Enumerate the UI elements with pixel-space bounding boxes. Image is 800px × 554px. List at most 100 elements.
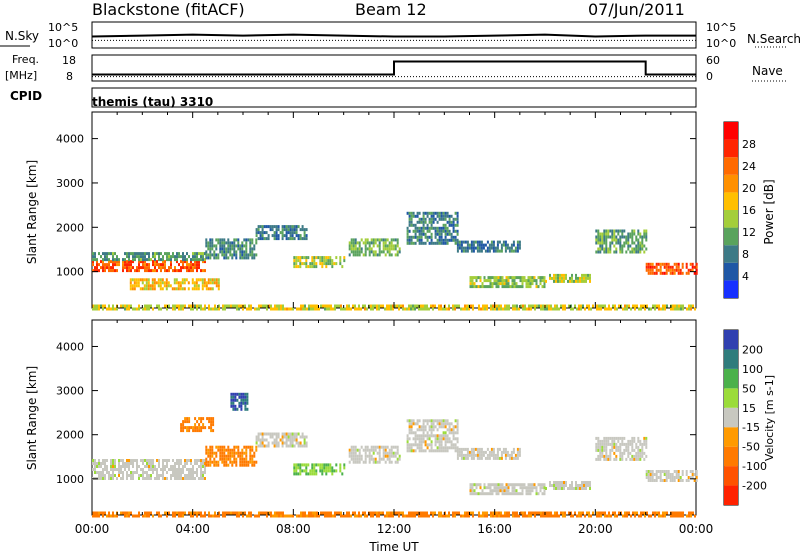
cell-0 (146, 462, 148, 465)
cell-12 (234, 304, 236, 308)
cell-6 (416, 211, 419, 215)
cell-12 (398, 304, 400, 308)
cell-1 (164, 252, 166, 256)
cell-10 (669, 476, 672, 479)
cell-10 (645, 238, 648, 242)
cell-6 (418, 229, 421, 233)
cell-0 (200, 269, 202, 273)
cell-11 (430, 511, 432, 515)
cell-1 (245, 445, 248, 449)
cell-4 (372, 448, 375, 452)
cell-9 (559, 273, 561, 277)
cell-1 (142, 255, 144, 259)
cell-2 (303, 441, 306, 445)
cell-0 (150, 269, 152, 273)
cell-12 (346, 304, 348, 308)
cell-0 (190, 462, 192, 465)
cell-11 (222, 511, 224, 515)
cell-0 (170, 266, 172, 270)
cell-6 (438, 241, 441, 245)
cell-6 (432, 220, 435, 224)
cell-0 (122, 474, 124, 477)
cell-3 (271, 234, 274, 238)
cell-12 (280, 307, 282, 311)
cell-13 (163, 284, 166, 288)
cell-12 (288, 307, 290, 311)
cell-11 (647, 265, 650, 269)
cell-10 (659, 473, 662, 476)
cell-10 (609, 247, 612, 251)
xtick-label: 00:00 (75, 522, 110, 536)
cell-8 (493, 282, 496, 286)
cell-1 (110, 252, 112, 256)
cell-10 (639, 232, 642, 236)
cell-10 (623, 235, 626, 239)
cell-13 (159, 284, 162, 288)
cell-9 (603, 445, 606, 449)
cell-11 (226, 511, 228, 515)
cell-10 (629, 232, 632, 236)
power-ylabel: Slant Range [km] (25, 160, 39, 264)
cell-10 (605, 229, 608, 233)
cell-12 (552, 307, 554, 311)
cell-2 (289, 435, 292, 439)
cell-11 (174, 514, 176, 518)
cell-5 (426, 422, 429, 426)
cell-10 (631, 238, 634, 242)
cell-7 (523, 486, 526, 490)
cell-0 (182, 263, 184, 267)
cell-0 (156, 260, 158, 264)
cpid-panel-frame (91, 87, 697, 108)
cell-11 (274, 511, 276, 515)
cell-7 (511, 486, 514, 490)
cell-2 (237, 247, 240, 251)
cell-4 (299, 265, 302, 269)
colorbar-swatch (724, 245, 738, 263)
cell-7 (477, 492, 480, 496)
cell-1 (92, 255, 94, 259)
cell-3 (265, 237, 268, 241)
cell-1 (209, 451, 212, 455)
cell-6 (422, 214, 425, 218)
cell-0 (102, 474, 104, 477)
cell-6 (418, 220, 421, 224)
cell-5 (426, 431, 429, 435)
cell-0 (114, 474, 116, 477)
cell-10 (631, 235, 634, 239)
colorbar-swatch (724, 157, 738, 175)
cell-8 (505, 285, 508, 289)
cell-2 (227, 244, 230, 248)
cell-4 (307, 265, 310, 269)
cell-6 (488, 453, 491, 457)
cell-5 (450, 446, 453, 450)
cell-13 (183, 281, 186, 285)
cell-8 (583, 481, 585, 484)
cell-13 (145, 284, 148, 288)
cell-4 (297, 259, 300, 263)
cell-5 (416, 428, 419, 432)
cell-9 (607, 439, 610, 443)
cell-10 (613, 229, 616, 233)
cell-10 (655, 470, 658, 473)
cell-12 (372, 304, 374, 308)
cell-0 (124, 263, 126, 267)
cell-8 (539, 279, 542, 283)
cell-9 (601, 448, 604, 452)
cell-3 (305, 237, 308, 241)
cell-1 (229, 460, 232, 464)
cell-10 (603, 229, 606, 233)
cell-5 (348, 253, 351, 257)
cell-0 (150, 474, 152, 477)
cell-1 (253, 463, 256, 467)
cell-12 (542, 304, 544, 308)
cell-7 (497, 483, 500, 487)
colorbar-swatch (724, 192, 738, 210)
cell-2 (225, 253, 228, 257)
cell-6 (434, 232, 437, 236)
cell-1 (200, 252, 202, 256)
cell-9 (609, 454, 612, 458)
cell-1 (138, 258, 140, 262)
cell-3 (267, 237, 270, 241)
cell-6 (454, 223, 457, 227)
cell-4 (382, 451, 385, 455)
